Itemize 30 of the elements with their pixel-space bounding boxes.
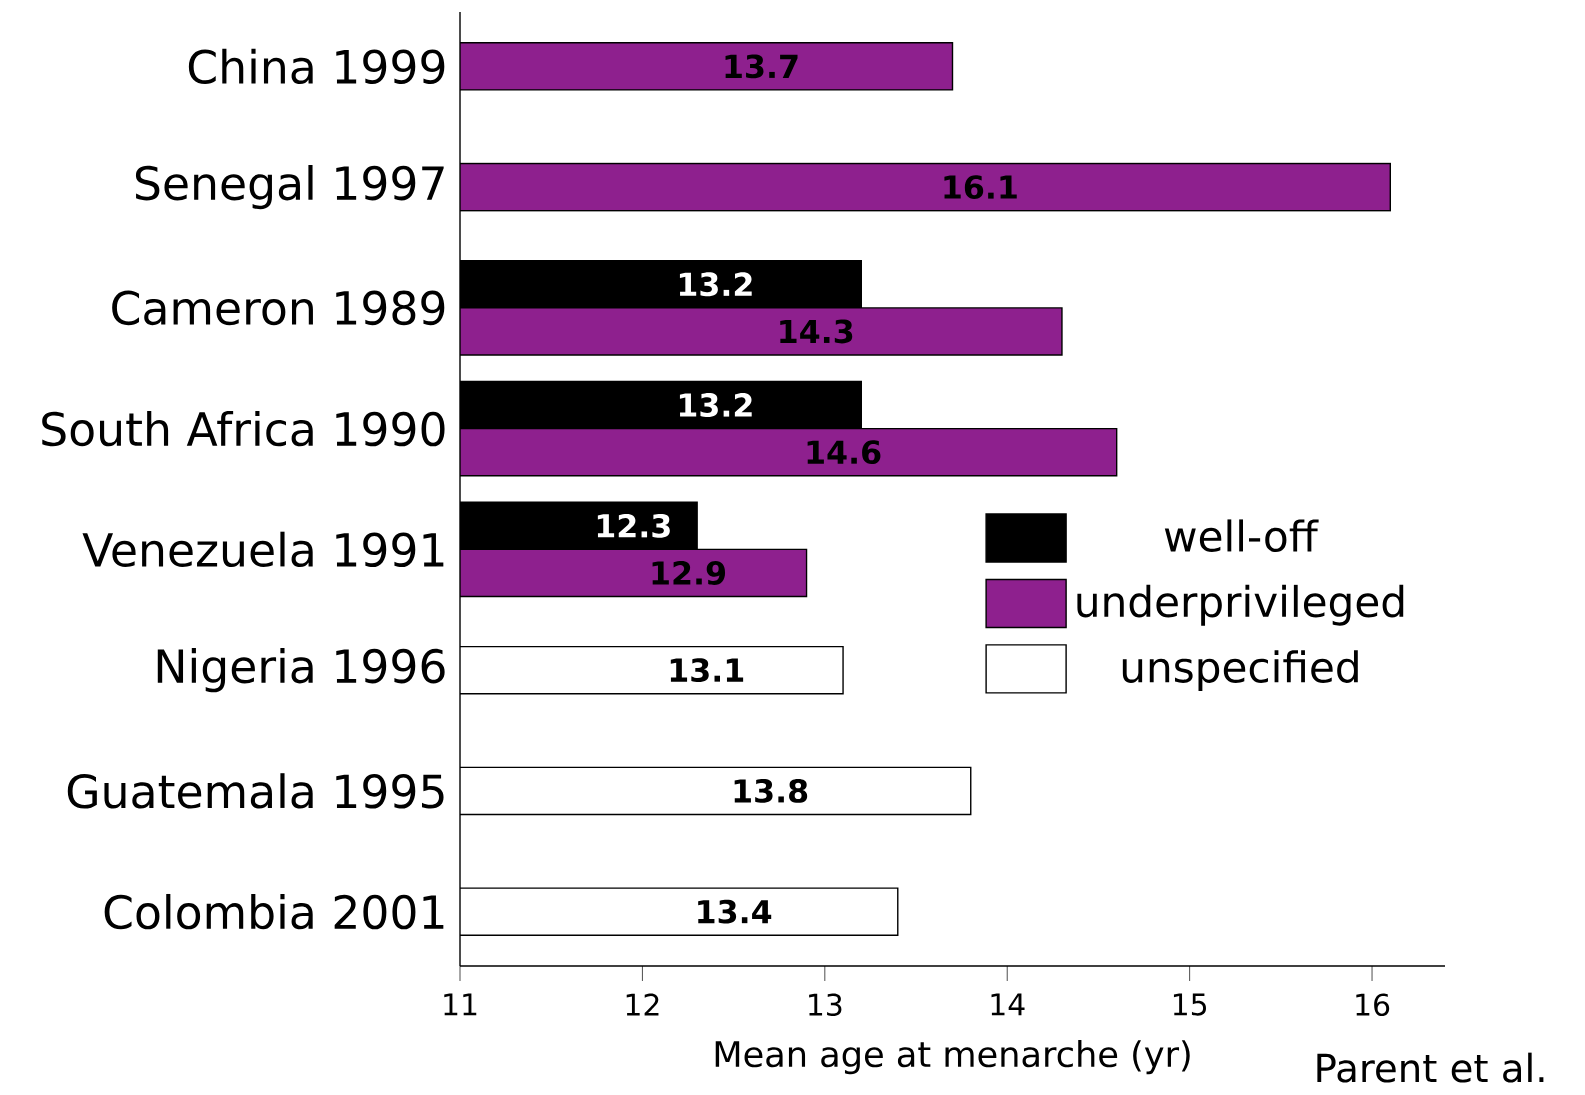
data-label: 16.1 — [944, 175, 1017, 200]
data-label: 14.6 — [807, 440, 881, 465]
data-label: 13.2 — [679, 272, 752, 297]
legend-label: underprivileged — [1077, 584, 1404, 626]
data-label: 13.4 — [698, 899, 772, 924]
y-tick-label: Nigeria 1996 — [157, 648, 445, 693]
y-tick-label: South Africa 1990 — [42, 410, 445, 447]
y-tick-label: Guatemala 1995 — [67, 773, 444, 809]
data-label: 14.3 — [780, 319, 853, 344]
x-tick-label: 12 — [626, 993, 659, 1016]
y-tick-label: Cameron 1989 — [112, 290, 445, 326]
data-label: 13.2 — [679, 393, 752, 418]
x-tick-label: 15 — [1173, 993, 1206, 1016]
legend-label: unspecified — [1122, 650, 1358, 692]
data-label: 13.1 — [670, 658, 744, 683]
x-tick-label: 16 — [1356, 993, 1390, 1017]
y-tick-label: Colombia 2001 — [104, 893, 444, 930]
data-label: 13.7 — [725, 54, 798, 79]
data-label: 12.9 — [652, 560, 726, 585]
x-tick-label: 11 — [444, 993, 477, 1016]
x-tick-label: 14 — [991, 993, 1025, 1016]
text: Parent et al. — [1317, 1052, 1544, 1083]
data-label: 13.8 — [734, 778, 808, 803]
x-axis-title: Mean age at menarche (yr) — [715, 1040, 1190, 1075]
y-tick-label: China 1999 — [188, 48, 445, 85]
y-tick-label: Senegal 1997 — [135, 165, 444, 210]
x-tick-label: 13 — [809, 993, 842, 1017]
y-tick-label: Venezuela 1991 — [82, 531, 444, 568]
legend-label: well-off — [1164, 519, 1319, 553]
data-label: 12.3 — [597, 513, 670, 538]
